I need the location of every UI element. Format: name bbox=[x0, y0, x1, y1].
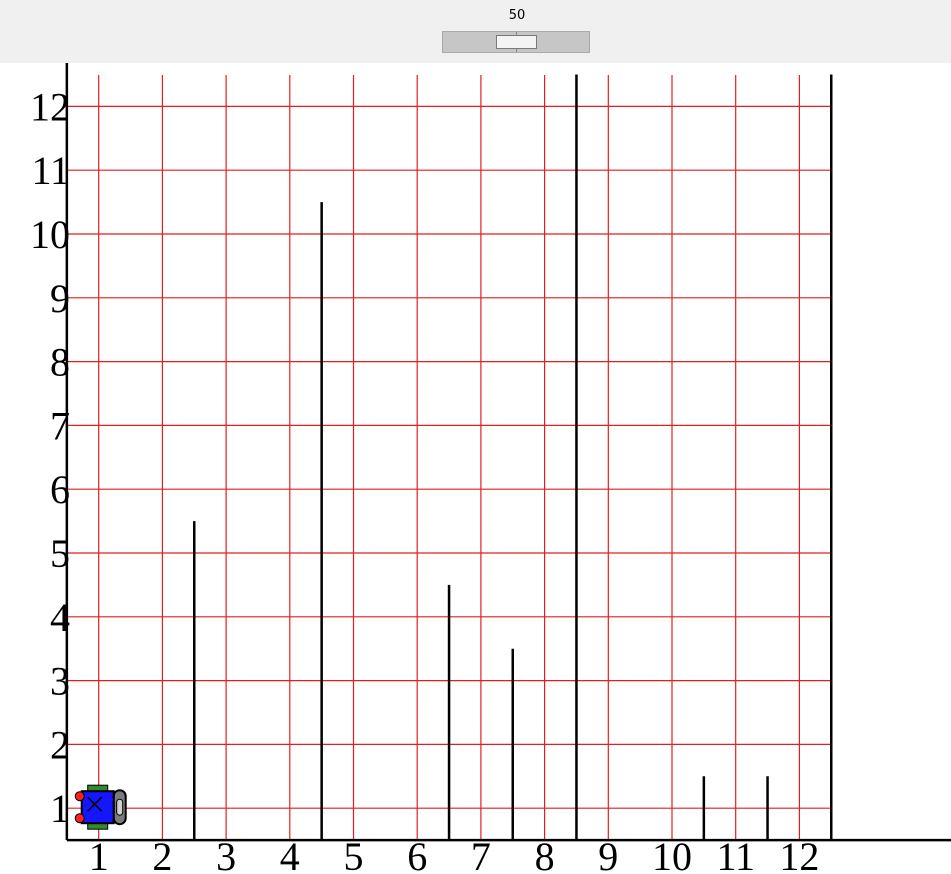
x-axis-label: 9 bbox=[598, 834, 618, 874]
x-axis-label: 10 bbox=[652, 834, 692, 874]
x-axis-label: 8 bbox=[535, 834, 555, 874]
robot-light bbox=[74, 813, 85, 824]
x-axis-label: 1 bbox=[89, 834, 109, 874]
y-axis-label: 11 bbox=[31, 148, 70, 193]
x-axis-label: 6 bbox=[407, 834, 427, 874]
speed-slider[interactable] bbox=[442, 31, 590, 53]
speed-slider-thumb[interactable] bbox=[496, 35, 537, 49]
y-axis-label: 8 bbox=[50, 340, 70, 385]
y-axis-label: 6 bbox=[50, 467, 70, 512]
robot-eye bbox=[116, 798, 124, 816]
y-axis-label: 7 bbox=[50, 403, 70, 448]
y-axis-label: 3 bbox=[50, 659, 70, 704]
robot-icon bbox=[74, 784, 127, 830]
x-axis-label: 12 bbox=[779, 834, 819, 874]
x-axis-label: 7 bbox=[471, 834, 491, 874]
x-axis-label: 11 bbox=[716, 834, 755, 874]
x-axis-label: 4 bbox=[280, 834, 300, 874]
robot bbox=[74, 784, 127, 830]
robot-light bbox=[74, 791, 85, 802]
speed-value-label: 50 bbox=[508, 8, 526, 23]
walls bbox=[193, 74, 833, 841]
y-axis-label: 4 bbox=[50, 595, 70, 640]
x-axis-labels: 1 2 3 4 5 6 7 8 9 10 11 12 bbox=[89, 834, 820, 874]
axes bbox=[65, 63, 951, 842]
x-axis-label: 3 bbox=[216, 834, 236, 874]
y-axis-label: 2 bbox=[50, 722, 70, 767]
y-axis-label: 5 bbox=[50, 531, 70, 576]
x-axis-label: 5 bbox=[344, 834, 364, 874]
y-axis-label: 1 bbox=[50, 786, 70, 831]
robot-body-mark bbox=[87, 796, 103, 812]
x-axis-label: 2 bbox=[152, 834, 172, 874]
y-axis-label: 9 bbox=[50, 276, 70, 321]
toolbar: 50 bbox=[0, 0, 951, 63]
y-axis-label: 12 bbox=[30, 84, 70, 129]
y-axis-label: 10 bbox=[30, 212, 70, 257]
